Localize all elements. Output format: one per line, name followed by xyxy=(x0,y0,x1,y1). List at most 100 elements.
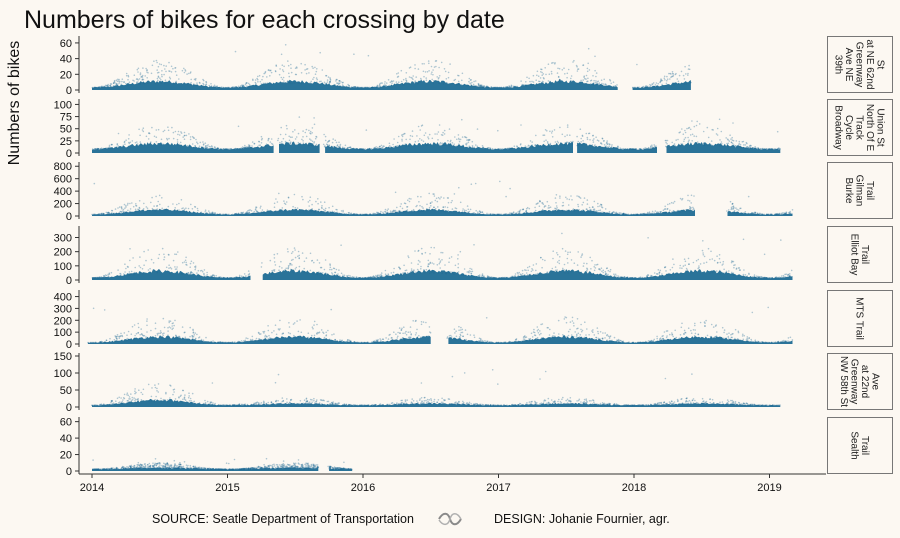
data-point xyxy=(596,327,599,329)
data-point xyxy=(719,338,721,341)
data-point xyxy=(653,85,656,88)
data-point xyxy=(351,86,354,89)
data-point xyxy=(164,82,166,85)
data-point xyxy=(313,123,316,126)
data-point xyxy=(523,212,525,214)
data-point xyxy=(151,196,153,199)
data-point xyxy=(514,273,517,275)
data-point xyxy=(461,211,464,214)
data-point xyxy=(719,403,721,406)
data-point xyxy=(585,83,588,85)
data-point xyxy=(679,403,681,405)
data-point xyxy=(340,272,343,275)
data-point xyxy=(691,399,694,402)
data-point xyxy=(506,86,508,88)
data-point xyxy=(294,129,296,131)
data-point xyxy=(401,207,404,210)
data-point xyxy=(714,144,716,147)
data-point xyxy=(156,72,159,74)
data-point xyxy=(787,273,789,276)
data-point xyxy=(273,261,276,263)
data-point xyxy=(419,138,421,140)
data-point xyxy=(151,64,154,67)
data-point xyxy=(683,138,686,141)
data-point xyxy=(491,147,494,150)
data-point xyxy=(487,213,490,216)
data-point xyxy=(320,272,322,274)
data-point xyxy=(342,85,345,87)
data-point xyxy=(543,134,546,136)
data-point xyxy=(252,212,254,214)
data-point xyxy=(118,78,120,81)
y-tick-label: 0 xyxy=(66,339,72,351)
data-point xyxy=(279,319,281,322)
data-point xyxy=(601,274,604,277)
data-point xyxy=(430,65,433,68)
data-point xyxy=(669,269,672,271)
data-point xyxy=(450,211,453,213)
data-point xyxy=(405,333,408,336)
data-point xyxy=(517,211,519,213)
data-point xyxy=(375,213,377,215)
data-point xyxy=(693,125,696,128)
data-point xyxy=(349,146,352,148)
data-point xyxy=(460,403,463,406)
data-point xyxy=(570,402,572,405)
data-point xyxy=(288,209,291,212)
data-point xyxy=(199,141,202,144)
data-point xyxy=(329,266,332,269)
data-point xyxy=(188,72,190,75)
data-point xyxy=(458,83,461,86)
strip-label-line: Cycle xyxy=(843,115,854,140)
data-point xyxy=(156,143,159,145)
data-point xyxy=(567,272,570,274)
data-point xyxy=(774,341,777,343)
data-point xyxy=(437,78,440,80)
data-point xyxy=(398,327,401,329)
data-point xyxy=(198,81,201,84)
data-point xyxy=(319,51,322,54)
data-point xyxy=(647,85,649,88)
data-point xyxy=(521,273,524,275)
data-point xyxy=(307,336,310,339)
data-point xyxy=(171,322,174,325)
data-point xyxy=(489,213,491,216)
data-point xyxy=(290,71,293,74)
data-point xyxy=(775,276,778,279)
data-point xyxy=(575,336,578,338)
data-point xyxy=(328,139,331,142)
data-point xyxy=(684,131,687,134)
data-point xyxy=(180,132,183,134)
data-point xyxy=(399,332,401,335)
data-point xyxy=(385,337,387,339)
data-point xyxy=(106,85,109,88)
data-point xyxy=(513,145,516,147)
data-point xyxy=(607,335,610,338)
data-point xyxy=(454,264,457,267)
data-point xyxy=(415,332,418,334)
data-point xyxy=(312,338,314,340)
data-point xyxy=(297,250,300,253)
data-point xyxy=(142,208,145,210)
data-point xyxy=(450,256,453,258)
data-point xyxy=(564,73,566,75)
data-point xyxy=(206,274,208,276)
data-point xyxy=(672,74,675,77)
data-point xyxy=(719,272,722,275)
data-point xyxy=(673,200,676,203)
data-point xyxy=(208,211,211,214)
data-point xyxy=(174,266,176,268)
data-point xyxy=(391,82,393,84)
data-point xyxy=(168,137,170,140)
data-point xyxy=(443,68,446,70)
data-point xyxy=(685,208,687,211)
data-point xyxy=(258,140,260,143)
data-point xyxy=(411,130,414,132)
data-point xyxy=(238,148,241,150)
data-point xyxy=(528,401,531,403)
data-point xyxy=(666,335,668,337)
data-point xyxy=(270,71,273,74)
data-point xyxy=(401,140,403,142)
data-point xyxy=(567,251,569,254)
data-point xyxy=(531,268,533,270)
